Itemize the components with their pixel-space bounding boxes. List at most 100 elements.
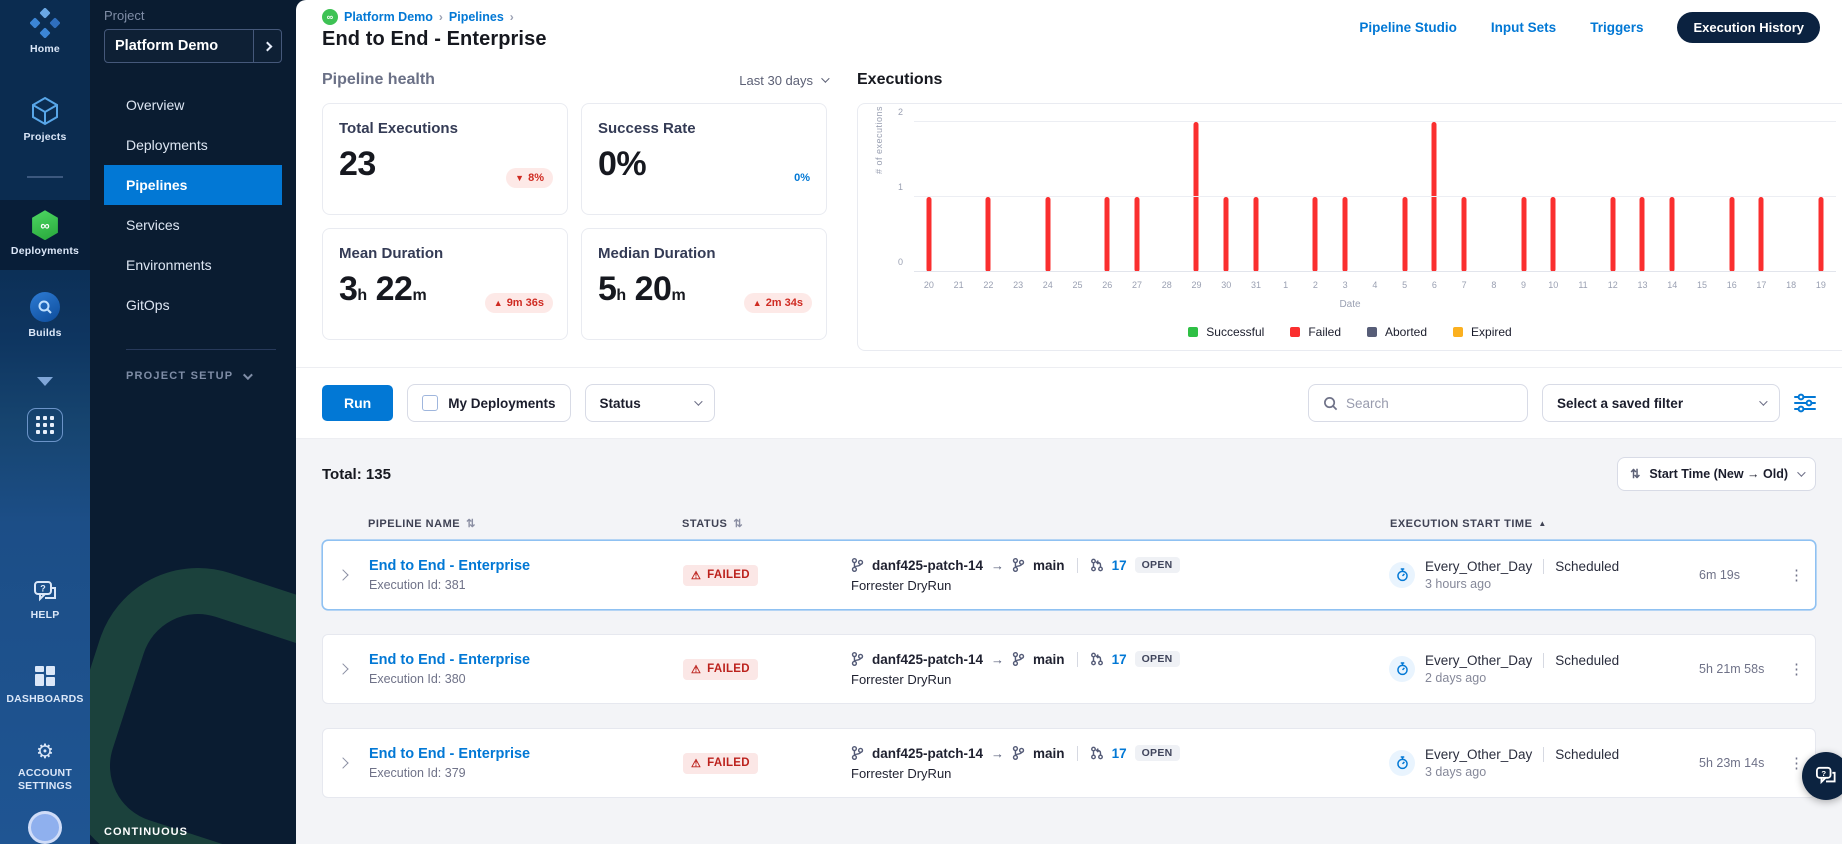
col-status[interactable]: STATUS ⇅ [662,517,822,531]
metric-success-rate: Success Rate 0% 0% [581,103,827,215]
my-deployments-filter[interactable]: My Deployments [407,384,571,422]
dashboards-icon [35,665,55,686]
sort-both-icon: ⇅ [466,518,476,530]
trend-badge: ▲ 2m 34s [743,293,812,313]
chevron-down-icon [821,74,830,83]
sidebar-item-gitops[interactable]: GitOps [126,297,170,313]
pr-number-link[interactable]: 17 [1111,651,1127,667]
arrow-right-icon: → [991,557,1005,573]
warning-icon: ⚠ [691,663,702,676]
trend-value: 8% [528,172,544,184]
nav-account-settings[interactable]: ⚙ ACCOUNT SETTINGS [0,742,90,793]
nav-projects[interactable]: Projects [0,96,90,144]
tab-triggers[interactable]: Triggers [1590,20,1644,35]
project-section-label: Project [104,8,145,23]
trigger-note: Forrester DryRun [851,672,952,687]
svg-text:?: ? [40,583,46,593]
separator [1076,651,1078,667]
home-icon [30,8,60,38]
sidebar-item-environments[interactable]: Environments [126,257,212,273]
main-content: ∞ Platform Demo › Pipelines › End to End… [296,0,1842,844]
nav-deployments[interactable]: ∞ Deployments [0,200,90,271]
source-branch[interactable]: danf425-patch-14 [872,745,984,761]
row-expand[interactable] [323,757,363,769]
pipeline-name-link[interactable]: End to End - Enterprise [369,652,531,668]
help-chat-button[interactable]: ? [1802,752,1842,800]
pr-number-link[interactable]: 17 [1111,745,1127,761]
col-execution-start-time[interactable]: EXECUTION START TIME ▲ [1380,518,1700,530]
nav-dashboards[interactable]: DASHBOARDS [0,664,90,706]
pipeline-name-link[interactable]: End to End - Enterprise [369,746,531,762]
nav-help[interactable]: ? HELP [0,580,90,622]
target-branch[interactable]: main [1033,651,1065,667]
row-expand[interactable] [323,663,363,675]
metric-label: Median Duration [598,245,716,262]
tab-input-sets[interactable]: Input Sets [1490,20,1557,35]
pr-number-link[interactable]: 17 [1111,557,1127,573]
sidebar-item-deployments[interactable]: Deployments [126,137,208,153]
x-axis-title: Date [1339,299,1361,310]
rail-collapse-icon[interactable] [37,376,53,386]
warning-icon: ⚠ [691,757,702,770]
tab-pipeline-studio[interactable]: Pipeline Studio [1359,20,1457,35]
separator [1076,745,1078,761]
execution-row[interactable]: End to End - Enterprise Execution Id: 37… [322,728,1816,798]
run-button[interactable]: Run [322,385,394,421]
my-deployments-checkbox[interactable] [422,395,439,411]
project-selector[interactable]: Platform Demo [104,29,282,63]
trend-up-icon: ▲ [752,298,762,308]
project-selector-expand[interactable] [253,30,281,62]
status-badge: ⚠ FAILED [683,658,758,680]
row-menu-icon[interactable]: ⋮ [1789,661,1805,678]
source-branch[interactable]: danf425-patch-14 [872,651,984,667]
user-avatar[interactable] [28,811,62,844]
filter-sliders-icon[interactable] [1794,393,1816,413]
pr-state-badge: OPEN [1134,651,1180,667]
chat-question-icon: ? [1816,766,1836,785]
time-range-dropdown[interactable]: Last 30 days [739,73,830,88]
execution-id: Execution Id: 381 [369,578,466,592]
schedule-type: Scheduled [1555,559,1620,574]
sidebar-divider [126,349,276,350]
trend-badge: ▼ 8% [506,168,553,188]
nav-home[interactable]: Home [0,8,90,56]
status-text: FAILED [707,757,750,769]
row-menu-icon[interactable]: ⋮ [1789,567,1805,584]
sidebar-item-services[interactable]: Services [126,217,180,233]
target-branch[interactable]: main [1033,557,1065,573]
source-branch[interactable]: danf425-patch-14 [872,557,984,573]
legend-label: Successful [1206,325,1265,339]
git-branch-icon [851,652,864,666]
chart-legend: Successful Failed Aborted Expired [858,325,1842,339]
legend-label: Expired [1471,325,1512,339]
row-expand[interactable] [323,569,363,581]
status-text: FAILED [707,569,750,581]
git-branch-icon [851,746,864,760]
sort-dropdown[interactable]: ⇅ Start Time (New → Old) [1617,457,1816,491]
col-label: PIPELINE NAME [368,517,461,530]
modules-grid-icon[interactable] [27,407,63,442]
legend-swatch [1453,327,1464,337]
sidebar-item-pipelines[interactable]: Pipelines [104,165,282,205]
status-text: FAILED [707,663,750,675]
target-branch[interactable]: main [1033,745,1065,761]
nav-builds-label: Builds [28,327,62,340]
search-input[interactable]: Search [1308,384,1528,422]
execution-row[interactable]: End to End - Enterprise Execution Id: 38… [322,634,1816,704]
chevron-right-icon [337,663,349,675]
row-menu-icon[interactable]: ⋮ [1789,755,1805,772]
saved-filter-dropdown[interactable]: Select a saved filter [1542,384,1780,422]
breadcrumb-project[interactable]: Platform Demo [344,10,433,24]
sidebar-item-overview[interactable]: Overview [126,97,185,113]
breadcrumb-pipelines[interactable]: Pipelines [448,10,504,24]
sort-asc-icon: ▲ [1538,519,1547,528]
metric-median-duration: Median Duration 5h 20m ▲ 2m 34s [581,228,827,340]
col-pipeline-name[interactable]: PIPELINE NAME ⇅ [362,517,662,531]
status-dropdown[interactable]: Status [584,384,715,422]
x-axis-labels: 20 21 22 23 24 25 26 27 28 29 30 31 1 2 3 4 5 6 7 8 9 10 11 12 1… [923,280,1826,290]
project-setup-toggle[interactable]: PROJECT SETUP [104,369,282,382]
nav-builds[interactable]: Builds [0,282,90,352]
pipeline-name-link[interactable]: End to End - Enterprise [369,558,531,574]
tab-execution-history[interactable]: Execution History [1677,12,1820,43]
execution-row[interactable]: End to End - Enterprise Execution Id: 38… [322,540,1816,610]
